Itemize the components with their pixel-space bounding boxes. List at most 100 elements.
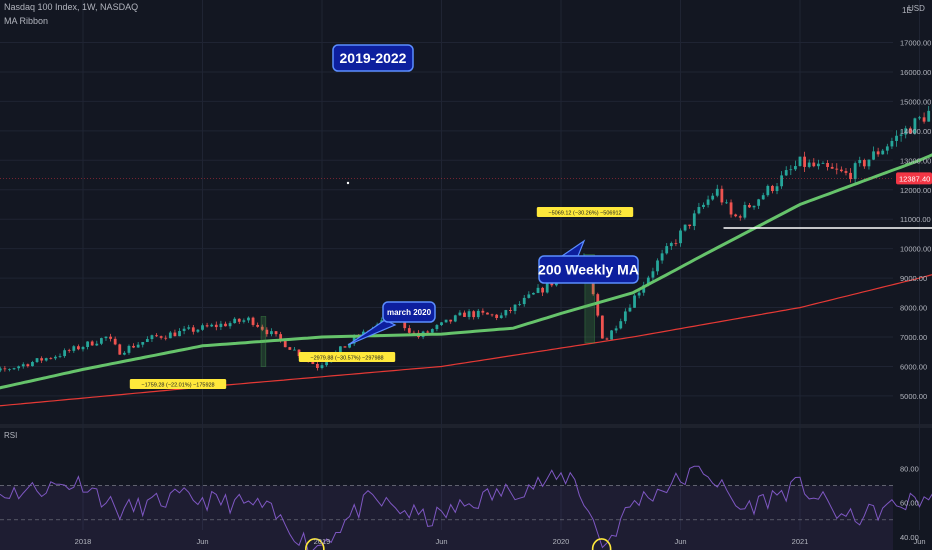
candle-body[interactable] (660, 253, 664, 261)
candle-body[interactable] (430, 329, 434, 333)
candle-body[interactable] (205, 325, 209, 327)
candle-body[interactable] (527, 294, 531, 298)
candle-body[interactable] (49, 358, 53, 359)
candle-body[interactable] (145, 339, 149, 342)
candle-body[interactable] (449, 319, 453, 322)
candle-body[interactable] (646, 277, 650, 286)
candle-body[interactable] (541, 287, 545, 293)
candle-body[interactable] (444, 319, 448, 323)
candle-body[interactable] (182, 328, 186, 332)
candle-body[interactable] (509, 310, 512, 311)
candle-body[interactable] (265, 329, 269, 335)
candle-body[interactable] (270, 331, 273, 335)
candle-body[interactable] (320, 365, 324, 368)
candle-body[interactable] (54, 356, 57, 359)
ma-label[interactable]: 200 Weekly MA (538, 255, 639, 284)
candle-body[interactable] (881, 150, 885, 155)
candle-body[interactable] (513, 304, 517, 311)
candle-body[interactable] (63, 350, 67, 357)
corner-scale-label[interactable]: 1E (902, 6, 912, 15)
candle-body[interactable] (77, 346, 80, 350)
candle-body[interactable] (518, 304, 522, 305)
candle-body[interactable] (35, 358, 39, 363)
candle-body[interactable] (21, 364, 25, 367)
candle-body[interactable] (839, 169, 843, 172)
candle-body[interactable] (899, 134, 903, 136)
candle-body[interactable] (274, 331, 278, 335)
candle-body[interactable] (711, 195, 715, 200)
candle-body[interactable] (288, 347, 292, 350)
period-label[interactable]: 2019-2022 (332, 44, 414, 72)
rsi-circle-2020[interactable] (591, 538, 612, 550)
candle-body[interactable] (325, 362, 328, 366)
candle-body[interactable] (835, 168, 839, 170)
candle-body[interactable] (237, 318, 241, 322)
candle-body[interactable] (260, 326, 264, 330)
candle-body[interactable] (628, 307, 632, 312)
candle-body[interactable] (481, 310, 485, 313)
candle-body[interactable] (67, 350, 71, 352)
candle-body[interactable] (279, 334, 283, 340)
symbol-title[interactable]: Nasdaq 100 Index, 1W, NASDAQ (4, 2, 139, 12)
candle-body[interactable] (467, 311, 471, 317)
candle-body[interactable] (3, 368, 7, 370)
candle-body[interactable] (656, 260, 659, 272)
candle-body[interactable] (605, 338, 609, 340)
candle-body[interactable] (614, 328, 618, 331)
drawdown-zone-2020[interactable] (584, 254, 595, 344)
candle-body[interactable] (150, 335, 154, 340)
candle-body[interactable] (210, 324, 214, 327)
candle-body[interactable] (122, 352, 126, 355)
candle-body[interactable] (233, 318, 237, 324)
candle-body[interactable] (789, 169, 793, 171)
covid-label[interactable]: march 2020 (382, 301, 436, 323)
candle-body[interactable] (403, 320, 407, 329)
candle-body[interactable] (545, 282, 549, 293)
candle-body[interactable] (178, 331, 181, 337)
candle-body[interactable] (109, 336, 112, 339)
candle-body[interactable] (90, 341, 94, 346)
candle-body[interactable] (692, 213, 696, 227)
candle-body[interactable] (637, 292, 641, 296)
candle-body[interactable] (486, 312, 489, 315)
candle-body[interactable] (31, 362, 34, 367)
candle-body[interactable] (168, 332, 172, 339)
candle-body[interactable] (476, 310, 480, 318)
candle-body[interactable] (885, 146, 889, 151)
candle-body[interactable] (688, 224, 692, 227)
candle-body[interactable] (490, 314, 494, 316)
candle-body[interactable] (697, 207, 701, 214)
candle-body[interactable] (201, 325, 204, 330)
candle-body[interactable] (12, 368, 16, 370)
candle-body[interactable] (407, 328, 411, 333)
candle-body[interactable] (532, 292, 535, 295)
candle-body[interactable] (720, 188, 724, 203)
candle-body[interactable] (858, 160, 862, 164)
candle-body[interactable] (830, 166, 834, 169)
candle-body[interactable] (738, 216, 742, 218)
candle-body[interactable] (242, 320, 246, 322)
ma-200-weekly-line[interactable] (0, 228, 932, 409)
candle-body[interactable] (844, 171, 848, 173)
candle-body[interactable] (95, 343, 99, 346)
candle-body[interactable] (669, 243, 673, 247)
candle-body[interactable] (803, 156, 806, 167)
candle-body[interactable] (104, 336, 108, 339)
indicator-title[interactable]: MA Ribbon (4, 16, 49, 26)
drawdown-label-2018[interactable]: −1759.28 (−22.01%) −175928 (129, 379, 227, 389)
candle-body[interactable] (826, 163, 829, 167)
candle-body[interactable] (463, 312, 466, 317)
candle-body[interactable] (348, 343, 351, 348)
candle-body[interactable] (224, 323, 227, 327)
candle-body[interactable] (784, 170, 788, 176)
candle-body[interactable] (191, 327, 195, 332)
candle-body[interactable] (927, 110, 931, 122)
candle-body[interactable] (623, 311, 627, 322)
candle-body[interactable] (725, 202, 728, 204)
candle-body[interactable] (228, 323, 232, 327)
candle-body[interactable] (890, 140, 894, 147)
candle-body[interactable] (343, 346, 347, 348)
candle-body[interactable] (550, 282, 554, 286)
candle-body[interactable] (922, 117, 926, 122)
candle-body[interactable] (766, 185, 770, 196)
